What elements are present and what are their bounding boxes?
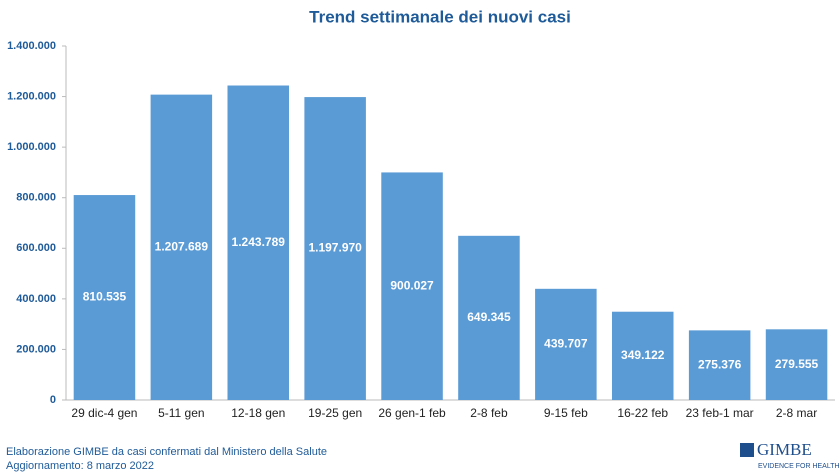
x-tick-label: 5-11 gen [158,406,204,420]
x-tick-label: 9-15 feb [544,406,588,420]
bar [765,329,828,400]
y-tick-label: 200.000 [16,343,56,355]
x-tick-label: 2-8 mar [776,406,817,420]
bar [458,235,520,400]
update-note: Aggiornamento: 8 marzo 2022 [6,460,154,472]
y-tick-label: 1.200.000 [7,90,56,102]
x-tick-label: 16-22 feb [617,406,668,420]
y-tick-label: 0 [50,394,56,406]
value-label: 279.555 [775,357,819,371]
y-tick-label: 1.400.000 [7,40,56,52]
bar [611,311,674,400]
bar [688,330,751,400]
logo-icon [740,443,754,457]
value-label: 810.535 [83,290,127,304]
bar [73,195,136,400]
value-label: 275.376 [698,357,742,371]
value-label: 439.707 [544,337,588,351]
logo-tagline: EVIDENCE FOR HEALTH [758,463,840,470]
y-tick-label: 1.000.000 [7,141,56,153]
x-tick-label: 29 dic-4 gen [71,406,137,420]
x-tick-label: 2-8 feb [470,406,508,420]
y-tick-label: 600.000 [16,242,56,254]
value-label: 649.345 [467,310,511,324]
value-label: 1.197.970 [308,241,362,255]
x-tick-label: 12-18 gen [231,406,285,420]
value-label: 1.243.789 [232,235,286,249]
chart-title: Trend settimanale dei nuovi casi [309,7,571,26]
x-tick-label: 23 feb-1 mar [686,406,754,420]
bar [535,288,597,400]
value-label: 1.207.689 [155,239,209,253]
x-tick-label: 19-25 gen [308,406,362,420]
y-tick-label: 800.000 [16,192,56,204]
bar [381,172,443,400]
bar [227,85,290,400]
bar [150,94,213,401]
bar [304,97,366,401]
x-tick-label: 26 gen-1 feb [378,406,446,420]
y-tick-label: 400.000 [16,293,56,305]
value-label: 900.027 [390,278,434,292]
value-label: 349.122 [621,348,665,362]
source-note: Elaborazione GIMBE da casi confermati da… [6,446,327,458]
logo: GIMBE [757,440,812,459]
